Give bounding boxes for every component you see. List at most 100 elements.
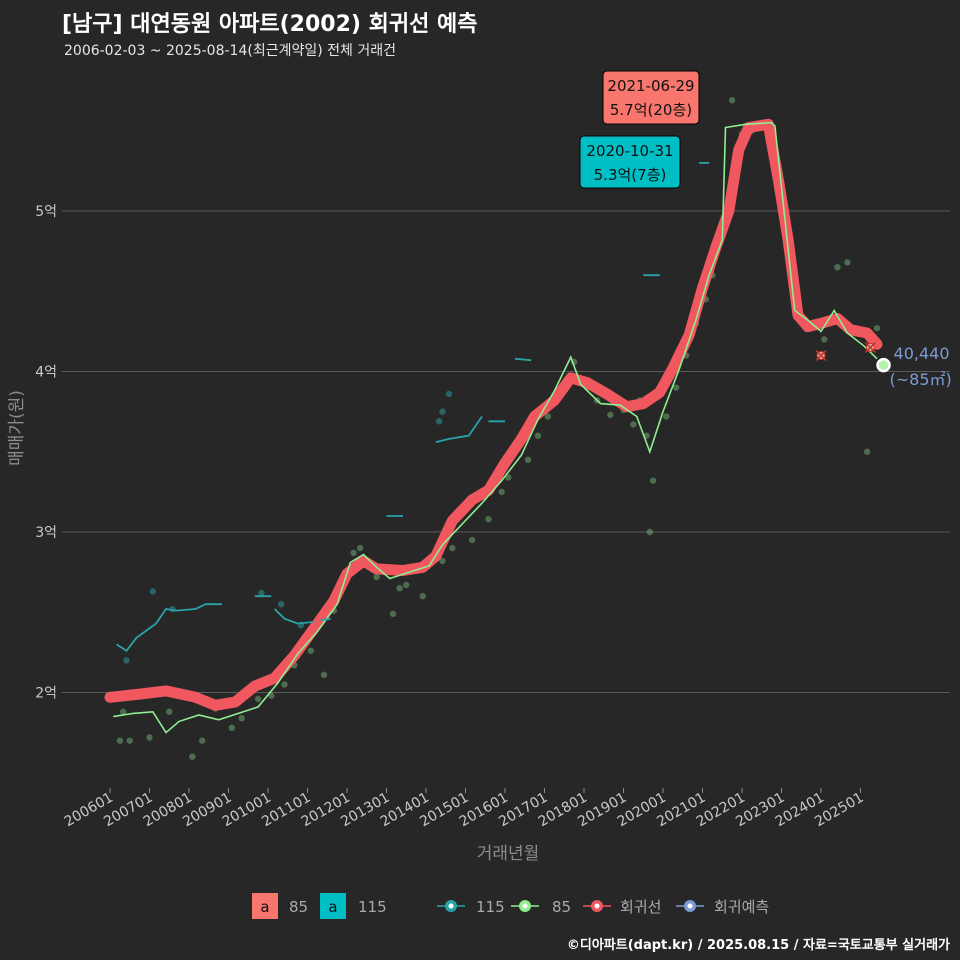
- source-caption: ©디아파트(dapt.kr) / 2025.08.15 / 자료=국토교통부 실…: [566, 938, 950, 953]
- series-line-85: [113, 121, 878, 734]
- regression-line: [104, 118, 883, 711]
- scatter-point-115: [439, 408, 446, 415]
- annotation-box: [579, 135, 681, 189]
- scatter-point-85: [307, 647, 314, 654]
- legend-line-key-regression: [583, 900, 611, 912]
- legend: a 85 a 115 115 85 회귀선 회귀예측: [252, 893, 769, 919]
- scatter-point-85: [238, 714, 245, 722]
- scatter-point-85: [439, 557, 446, 565]
- scatter-point-115: [277, 601, 285, 608]
- scatter-point-85: [468, 536, 476, 544]
- scatter-point-85: [821, 336, 828, 343]
- y-axis-label: 매매가(원): [7, 390, 27, 466]
- scatter-point-115: [149, 588, 156, 595]
- scatter-point-85: [350, 549, 357, 557]
- y-tick-label: 5억: [35, 204, 57, 220]
- scatter-point-85: [630, 421, 637, 428]
- y-tick-label: 3억: [35, 525, 57, 541]
- scatter-point-85: [268, 692, 275, 699]
- legend-key-85-letter: a: [260, 898, 269, 916]
- scatter-point-85: [254, 695, 262, 703]
- annotation-value: 5.7억(20층): [610, 101, 692, 119]
- forecast-point: [876, 357, 891, 373]
- scatter-point-85: [146, 734, 153, 741]
- forecast-value-label: 40,440: [894, 344, 950, 363]
- scatter-point-85: [672, 384, 680, 391]
- legend-key-85-fill: [252, 893, 278, 919]
- scatter-point-85: [646, 528, 654, 536]
- chart-title: [남구] 대연동원 아파트(2002) 회귀선 예측: [62, 12, 478, 37]
- chart-subtitle: 2006-02-03 ~ 2025-08-14(최근계약일) 전체 거래건: [64, 43, 396, 59]
- scatter-point-85: [498, 488, 505, 496]
- scatter-point-85: [505, 474, 512, 481]
- scatter-point-85: [534, 432, 542, 439]
- scatter-point-115: [435, 418, 443, 425]
- series-lines: [104, 118, 883, 734]
- legend-line-key-forecast: [676, 900, 704, 912]
- legend-dot-center: [522, 903, 528, 909]
- scatter-point-115: [258, 589, 265, 597]
- legend-dot-center: [594, 903, 600, 909]
- annotation-box: [602, 70, 700, 125]
- legend-key-115-letter: a: [328, 898, 337, 916]
- legend-line-key-85: [511, 900, 539, 912]
- scatter-point-85: [834, 263, 841, 271]
- scatter-point-85: [663, 413, 670, 420]
- legend-dot-center: [448, 903, 454, 909]
- scatter-point-85: [396, 584, 403, 592]
- scatter-point-85: [373, 573, 380, 581]
- anomaly-cross: [815, 349, 827, 361]
- y-tick-label: 2억: [35, 686, 57, 702]
- scatter-point-85: [524, 456, 532, 463]
- axes: 매매가(원) 거래년월 2억3억4억5억20060120070120080120…: [7, 204, 867, 864]
- forecast-area-label: (~85㎡): [890, 370, 952, 389]
- scatter-point-85: [403, 581, 410, 589]
- scatter-point-85: [198, 737, 206, 744]
- scatter-point-85: [649, 477, 657, 484]
- scatter-point-85: [126, 737, 133, 744]
- scatter-point-85: [449, 544, 456, 552]
- scatter-points: [116, 97, 881, 760]
- legend-label-85-line: 85: [552, 898, 571, 916]
- y-tick-label: 4억: [35, 365, 57, 381]
- legend-label-forecast: 회귀예측: [714, 898, 769, 916]
- annotation-value: 5.3억(7층): [594, 166, 667, 184]
- scatter-point-85: [166, 708, 173, 715]
- scatter-point-115: [445, 390, 453, 398]
- scatter-point-85: [356, 544, 364, 552]
- grid-lines: [62, 210, 950, 693]
- series-line-115: [116, 603, 222, 653]
- legend-label-115-fill: 115: [358, 898, 387, 916]
- series-line-115: [320, 617, 331, 622]
- legend-key-115-fill: [320, 893, 346, 919]
- scatter-point-85: [189, 753, 196, 760]
- anomaly-cross: [864, 341, 876, 353]
- scatter-point-85: [228, 724, 235, 732]
- series-line-115: [273, 608, 315, 625]
- x-axis-label: 거래년월: [477, 844, 540, 864]
- legend-label-85-fill: 85: [289, 898, 308, 916]
- legend-label-115-line: 115: [476, 898, 505, 916]
- series-line-115: [435, 415, 483, 443]
- scatter-point-85: [119, 708, 127, 715]
- scatter-point-85: [389, 610, 397, 618]
- annotation-date: 2020-10-31: [586, 142, 673, 160]
- scatter-point-85: [873, 324, 881, 332]
- scatter-point-85: [281, 681, 288, 688]
- annotation-date: 2021-06-29: [607, 77, 694, 95]
- legend-dot-center: [687, 903, 693, 909]
- scatter-point-85: [863, 448, 871, 455]
- scatter-point-85: [116, 737, 124, 744]
- scatter-point-85: [728, 97, 736, 104]
- legend-label-regression: 회귀선: [620, 898, 661, 916]
- scatter-point-115: [123, 657, 130, 664]
- scatter-point-85: [607, 411, 614, 419]
- scatter-point-85: [544, 413, 551, 420]
- series-line-115: [514, 357, 532, 362]
- annotations: 40,440 (~85㎡) 2021-06-29 5.7억(20층) 2020-10-3…: [579, 70, 952, 389]
- legend-line-key-115: [437, 900, 465, 912]
- scatter-point-85: [844, 259, 851, 266]
- scatter-point-85: [485, 515, 492, 523]
- scatter-point-85: [320, 671, 328, 679]
